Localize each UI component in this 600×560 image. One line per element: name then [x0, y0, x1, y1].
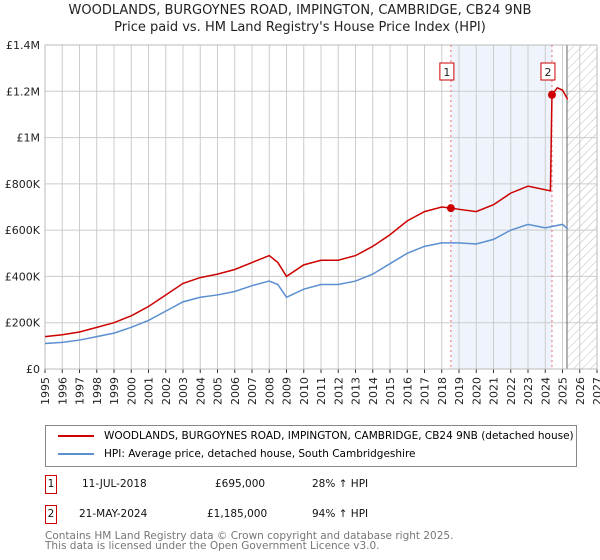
x-tick-label: 2014 — [367, 377, 380, 405]
x-tick-label: 2005 — [212, 377, 225, 405]
x-tick-label: 2001 — [143, 377, 156, 405]
footer-line: This data is licensed under the Open Gov… — [45, 540, 380, 552]
x-tick-label: 2006 — [229, 377, 242, 405]
sale-price: £695,000 — [215, 478, 266, 490]
plot-area: 1995 1996 1997 1998 1999 2000 2001 2002 2003 2004… — [5, 39, 600, 405]
x-tick-label: 2010 — [298, 377, 311, 405]
x-tick-label: 1998 — [91, 377, 104, 405]
legend: WOODLANDS, BURGOYNES ROAD, IMPINGTON, CA… — [45, 425, 577, 467]
x-tick-label: 2026 — [574, 377, 587, 405]
sale-marker-badge: 2 — [45, 505, 57, 524]
series-line — [44, 86, 569, 338]
legend-label: HPI: Average price, detached house, Sout… — [104, 448, 416, 460]
y-tick-label: £1M — [17, 132, 41, 145]
sale-marker-badge: 1 — [45, 475, 57, 494]
legend-item-hpi: HPI: Average price, detached house, Sout… — [58, 448, 416, 460]
sale-hpi-delta: 28% ↑ HPI — [312, 478, 369, 490]
chart-title: WOODLANDS, BURGOYNES ROAD, IMPINGTON, CA… — [68, 3, 532, 18]
x-tick-label: 2021 — [488, 377, 501, 405]
sale-period-shade — [450, 45, 552, 369]
x-tick-label: 2024 — [539, 377, 552, 405]
x-tick-label: 2022 — [505, 377, 518, 405]
x-tick-label: 2011 — [315, 377, 328, 405]
sale-label-box — [540, 62, 556, 81]
chart-subtitle: Price paid vs. HM Land Registry's House … — [114, 20, 486, 35]
plot-border — [44, 44, 598, 370]
x-tick-label: 2004 — [194, 377, 207, 405]
x-tick-label: 2012 — [332, 377, 345, 405]
x-tick-label: 2002 — [160, 377, 173, 405]
x-tick-label: 1995 — [39, 377, 52, 405]
x-tick-label: 2007 — [246, 377, 259, 405]
sale-point — [446, 204, 455, 213]
sale-label-box — [439, 62, 455, 81]
sale-date: 21-MAY-2024 — [79, 508, 148, 520]
x-tick-label: 2009 — [281, 377, 294, 405]
x-tick-label: 2016 — [401, 377, 414, 405]
x-tick-label: 1996 — [56, 377, 69, 405]
forecast-hatch — [566, 45, 597, 369]
x-tick-label: 2025 — [557, 377, 570, 405]
sale-label: 2 — [544, 66, 551, 79]
x-tick-label: 2023 — [522, 377, 535, 405]
footer-line: Contains HM Land Registry data © Crown c… — [45, 530, 454, 542]
sale-date: 11-JUL-2018 — [82, 478, 147, 490]
x-tick-label: 2003 — [177, 377, 190, 405]
footer: Contains HM Land Registry data © Crown c… — [45, 530, 454, 552]
sale-label: 1 — [443, 66, 450, 79]
x-tick-label: 2027 — [591, 377, 600, 405]
y-tick-label: £800K — [5, 178, 41, 191]
x-tick-label: 2000 — [125, 377, 138, 405]
series-line — [44, 223, 569, 345]
y-tick-label: £1.4M — [6, 39, 40, 52]
x-tick-label: 1997 — [74, 377, 87, 405]
x-tick-label: 2017 — [419, 377, 432, 405]
legend-label: WOODLANDS, BURGOYNES ROAD, IMPINGTON, CA… — [104, 430, 574, 442]
legend-swatch-blue — [58, 453, 94, 455]
x-tick-label: 2013 — [350, 377, 363, 405]
legend-item-property: WOODLANDS, BURGOYNES ROAD, IMPINGTON, CA… — [58, 430, 574, 442]
legend-swatch-red — [58, 435, 94, 437]
x-tick-label: 2020 — [470, 377, 483, 405]
sale-hpi-delta: 94% ↑ HPI — [312, 508, 369, 520]
y-tick-label: £600K — [5, 224, 41, 237]
y-tick-label: £0 — [26, 363, 40, 376]
x-tick-label: 2018 — [436, 377, 449, 405]
x-tick-label: 2015 — [384, 377, 397, 405]
sale-price: £1,185,000 — [207, 508, 268, 520]
x-tick-label: 2008 — [263, 377, 276, 405]
sale-point — [547, 90, 556, 99]
y-tick-label: £400K — [5, 270, 41, 283]
y-tick-label: £200K — [5, 317, 41, 330]
x-tick-label: 2019 — [453, 377, 466, 405]
y-tick-label: £1.2M — [6, 85, 40, 98]
x-tick-label: 1999 — [108, 377, 121, 405]
